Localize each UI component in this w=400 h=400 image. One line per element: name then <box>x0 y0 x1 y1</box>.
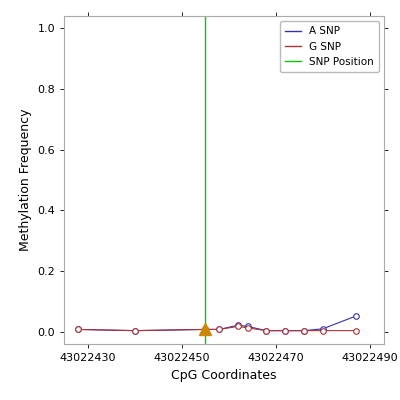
Y-axis label: Methylation Frequency: Methylation Frequency <box>19 109 32 251</box>
X-axis label: CpG Coordinates: CpG Coordinates <box>171 368 277 382</box>
Legend: A SNP, G SNP, SNP Position: A SNP, G SNP, SNP Position <box>280 21 379 72</box>
